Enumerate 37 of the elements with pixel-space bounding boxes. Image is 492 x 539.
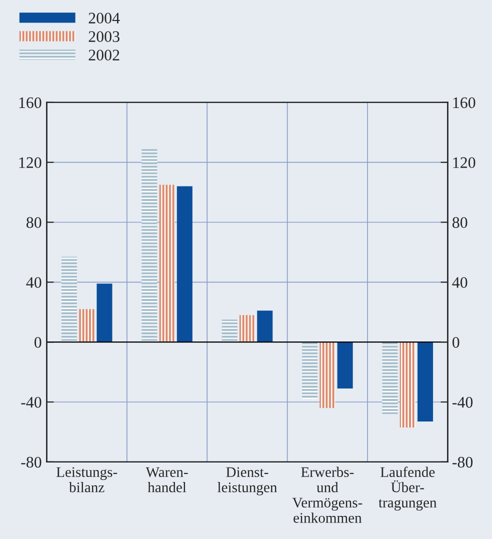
- bar: [79, 309, 95, 342]
- x-tick-label: Leistungs- bilanz: [56, 467, 118, 492]
- bar: [239, 315, 255, 342]
- y2-tick-label: 40: [452, 277, 468, 288]
- y-tick-label: 40: [26, 277, 42, 288]
- y-tick-label: 0: [34, 337, 42, 348]
- x-tick-label: Erwerbs- und Vermögens- einkommen: [292, 466, 362, 523]
- bar: [337, 342, 353, 389]
- x-tick-label: Laufende Über- tragungen: [378, 466, 437, 511]
- y2-tick-label: -80: [452, 456, 473, 468]
- x-tick-label: Dienst- leistungen: [218, 467, 277, 496]
- bar: [61, 256, 77, 342]
- y-tick-label: -40: [21, 396, 42, 408]
- y2-tick-label: 80: [452, 217, 468, 228]
- y2-tick-label: 160: [453, 97, 476, 108]
- bar: [418, 342, 434, 422]
- y2-tick-label: 120: [453, 157, 476, 168]
- bar: [96, 284, 112, 342]
- y-tick-label: -80: [21, 456, 42, 468]
- bar: [222, 320, 238, 342]
- bar: [382, 342, 398, 414]
- legend-label: 2004: [88, 12, 120, 24]
- bar: [176, 186, 192, 342]
- bar: [400, 342, 416, 428]
- y-tick-label: 80: [26, 217, 42, 228]
- bar: [302, 342, 318, 400]
- bar: [159, 184, 175, 342]
- legend-label: 2003: [88, 31, 120, 42]
- legend-label: 2002: [88, 50, 120, 60]
- bar: [320, 342, 336, 408]
- bar: [257, 310, 273, 342]
- y2-tick-label: -40: [452, 396, 473, 408]
- x-tick-label: Waren- handel: [146, 467, 188, 492]
- y-tick-label: 160: [19, 97, 42, 108]
- y2-tick-label: 0: [452, 337, 460, 348]
- bar: [142, 148, 158, 342]
- y-tick-label: 120: [19, 157, 42, 168]
